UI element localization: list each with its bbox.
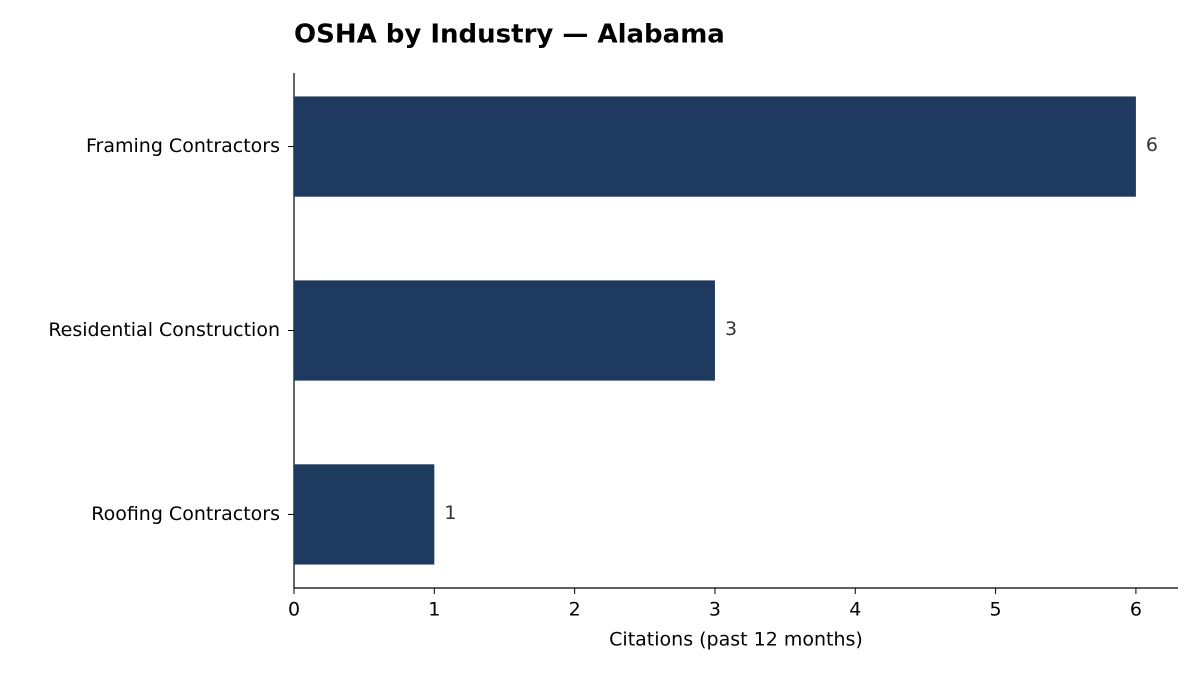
x-tick-label: 1 xyxy=(428,599,440,621)
bar xyxy=(294,96,1136,197)
bar xyxy=(294,280,715,381)
x-tick-label: 6 xyxy=(1130,599,1142,621)
value-label: 1 xyxy=(444,502,456,524)
value-label: 6 xyxy=(1146,134,1158,156)
y-tick-label: Roofing Contractors xyxy=(91,503,280,525)
x-tick-label: 4 xyxy=(849,599,861,621)
chart-title: OSHA by Industry — Alabama xyxy=(294,20,725,50)
bar xyxy=(294,464,435,565)
x-axis-label: Citations (past 12 months) xyxy=(609,629,863,651)
x-tick-label: 3 xyxy=(709,599,721,621)
y-tick-label: Framing Contractors xyxy=(86,135,280,157)
x-tick-label: 2 xyxy=(569,599,581,621)
value-label: 3 xyxy=(725,318,737,340)
y-tick-label: Residential Construction xyxy=(48,319,280,341)
x-tick-label: 0 xyxy=(288,599,300,621)
x-tick-label: 5 xyxy=(990,599,1002,621)
